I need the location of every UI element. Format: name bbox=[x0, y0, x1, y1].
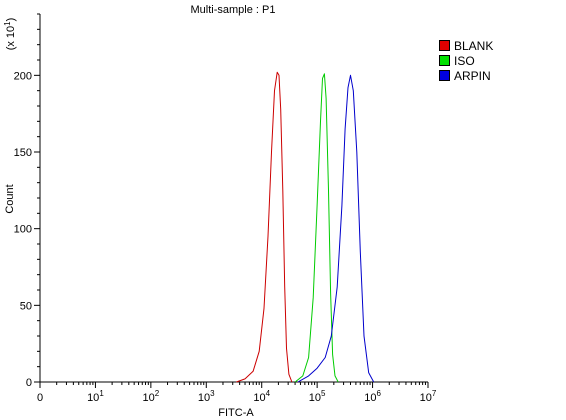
x-tick-label: 107 bbox=[420, 389, 437, 404]
legend-swatch-arpin bbox=[439, 70, 450, 81]
x-tick-label: 106 bbox=[364, 389, 381, 404]
legend-item-iso: ISO bbox=[439, 53, 493, 68]
legend-item-arpin: ARPIN bbox=[439, 68, 493, 83]
legend-item-blank: BLANK bbox=[439, 38, 493, 53]
y-axis-label: Count bbox=[4, 184, 16, 213]
x-tick-label: 0 bbox=[37, 392, 43, 404]
y-axis-ticks: 0 50 100 150 200 bbox=[14, 13, 40, 389]
x-tick-label: 104 bbox=[253, 389, 270, 404]
y-tick-label: 100 bbox=[14, 224, 32, 236]
y-tick-label: 150 bbox=[14, 147, 32, 159]
series-line-arpin bbox=[297, 74, 375, 383]
x-axis-label: FITC-A bbox=[218, 407, 254, 419]
x-tick-label: 101 bbox=[87, 389, 104, 404]
y-tick-label: 50 bbox=[20, 300, 32, 312]
legend-swatch-iso bbox=[439, 55, 450, 66]
legend-label-iso: ISO bbox=[454, 53, 475, 68]
legend-label-blank: BLANK bbox=[454, 38, 494, 53]
x-tick-label: 102 bbox=[143, 389, 160, 404]
legend-label-arpin: ARPIN bbox=[454, 68, 491, 83]
x-tick-label: 103 bbox=[198, 389, 215, 404]
x-axis-ticks: 0 101 102 103 104 105 106 107 bbox=[37, 382, 437, 404]
chart-title: Multi-sample : P1 bbox=[191, 4, 276, 16]
series-line-blank bbox=[236, 71, 293, 383]
x-tick-label: 105 bbox=[309, 389, 326, 404]
y-axis-multiplier: (x 101) bbox=[3, 18, 17, 51]
legend: BLANK ISO ARPIN bbox=[439, 38, 493, 83]
series-layer bbox=[236, 71, 375, 383]
y-tick-label: 200 bbox=[14, 70, 32, 82]
series-line-iso bbox=[294, 73, 339, 383]
legend-swatch-blank bbox=[439, 40, 450, 51]
y-tick-label: 0 bbox=[26, 377, 32, 389]
